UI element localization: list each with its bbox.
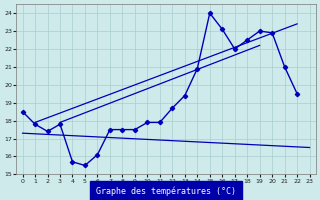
X-axis label: Graphe des températures (°C): Graphe des températures (°C) [96, 186, 236, 196]
